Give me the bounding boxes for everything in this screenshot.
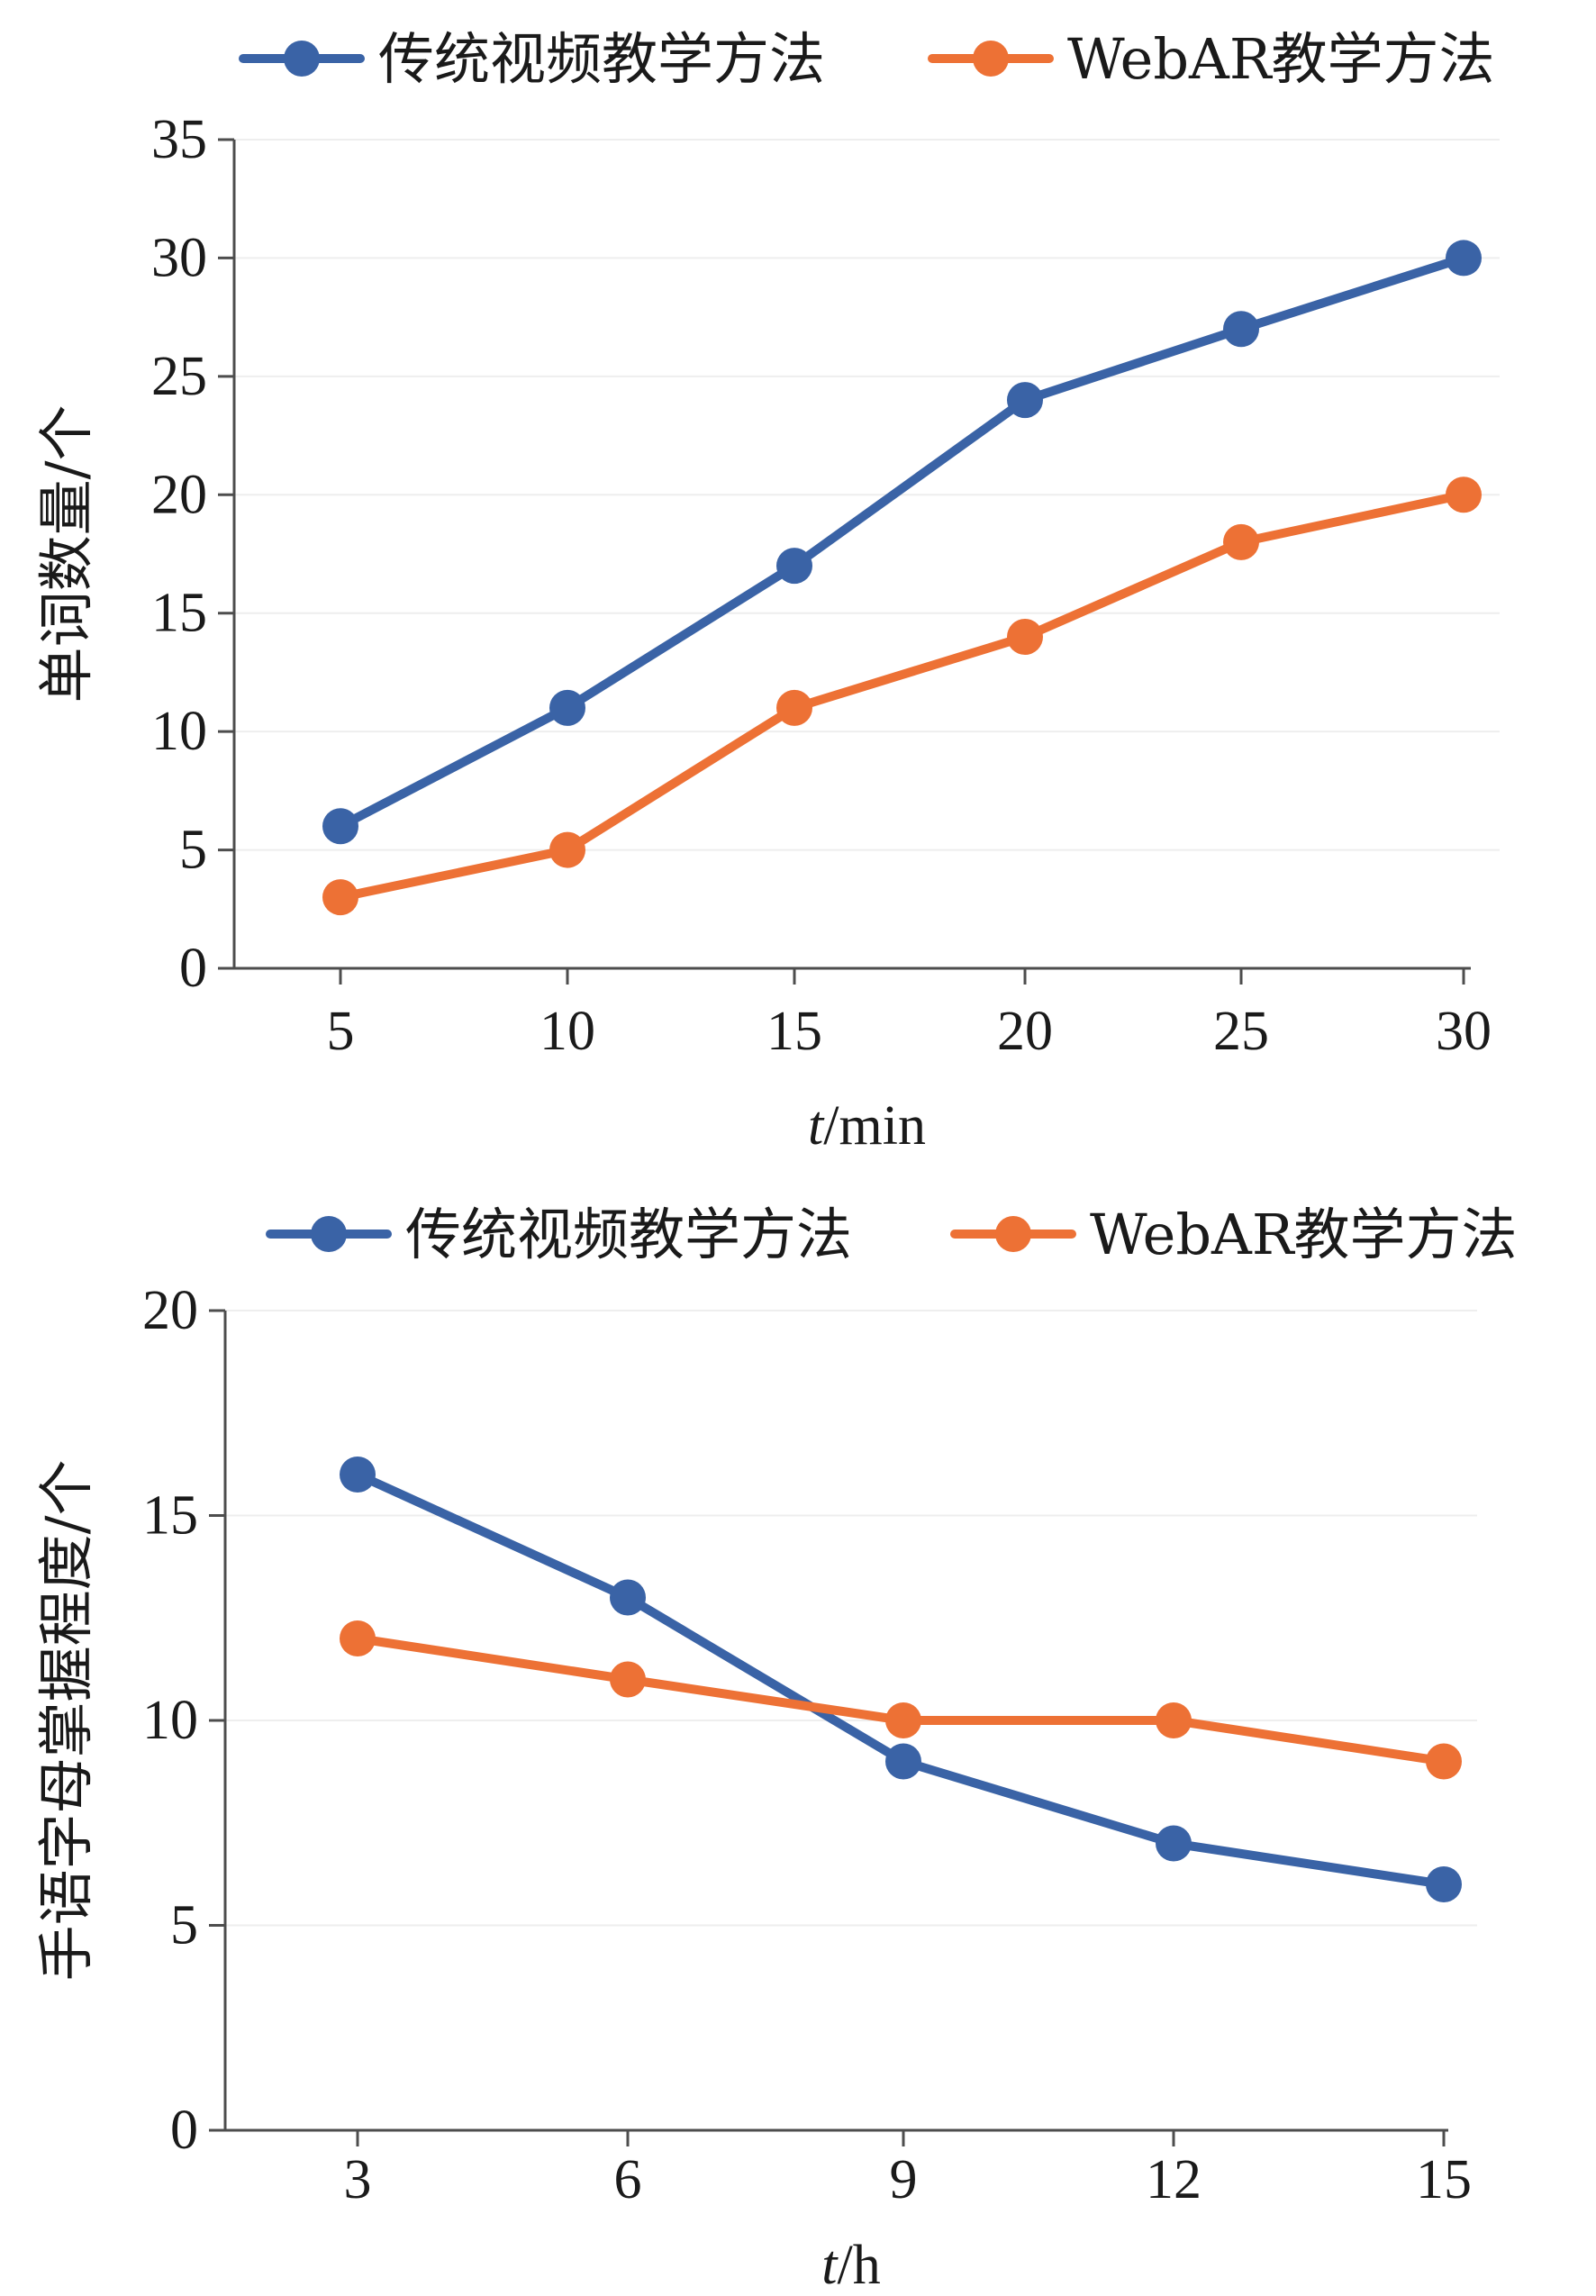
y-tick-label: 0 [179, 938, 207, 999]
x-axis-title: t/min [808, 1095, 926, 1157]
data-point [1446, 476, 1482, 513]
x-axis-title: t/h [821, 2235, 880, 2296]
data-point [1007, 619, 1043, 655]
y-tick-label: 35 [151, 109, 207, 170]
data-point [885, 1702, 921, 1738]
y-tick-label: 30 [151, 227, 207, 288]
y-tick-label: 20 [151, 464, 207, 525]
y-tick-label: 20 [142, 1280, 198, 1341]
y-tick-label: 10 [151, 701, 207, 762]
chart-words-per-minute: 0 5 10 15 20 25 30 35 5 10 15 20 25 30 t/min 单词数量/个 传统视频… [33, 26, 1500, 1157]
x-tick-label: 5 [327, 1001, 355, 1062]
data-point [1426, 1743, 1462, 1780]
data-point [549, 831, 585, 868]
legend-swatch-marker [973, 41, 1009, 77]
y-tick-label: 15 [142, 1485, 198, 1547]
data-point [322, 808, 358, 845]
data-point [610, 1661, 646, 1698]
x-tick-label: 12 [1146, 2149, 1202, 2210]
data-point [1426, 1866, 1462, 1902]
data-point [1156, 1825, 1192, 1862]
y-tick-label: 10 [142, 1690, 198, 1751]
data-point [610, 1579, 646, 1616]
data-point [1007, 382, 1043, 419]
data-point [322, 879, 358, 916]
series-line-1 [353, 1634, 1448, 1766]
y-tick-label: 25 [151, 346, 207, 407]
series-line-0 [336, 253, 1468, 831]
x-tick-label: 30 [1436, 1001, 1492, 1062]
x-tick-label: 3 [344, 2149, 372, 2210]
x-tick-label: 25 [1213, 1001, 1269, 1062]
legend-label: 传统视频教学方法 [378, 26, 825, 92]
y-tick-label: 15 [151, 583, 207, 644]
data-point [549, 689, 585, 726]
legend-swatch-marker [284, 41, 320, 77]
x-tick-label: 15 [1416, 2149, 1472, 2210]
data-point [340, 1457, 376, 1493]
x-tick-label: 6 [614, 2149, 642, 2210]
legend-label: WebAR教学方法 [1067, 26, 1495, 92]
x-tick-label: 9 [890, 2149, 918, 2210]
x-tick-label: 15 [766, 1001, 822, 1062]
y-tick-label: 5 [179, 820, 207, 881]
data-point [340, 1620, 376, 1656]
y-axis-title: 单词数量/个 [33, 405, 99, 703]
legend-swatch-marker [995, 1216, 1031, 1252]
legend-label: WebAR教学方法 [1090, 1202, 1518, 1267]
legend-swatch-marker [311, 1216, 347, 1252]
data-point [1446, 240, 1482, 277]
data-point [885, 1743, 921, 1780]
y-axis-title: 手语字母掌握程度/个 [33, 1460, 99, 1982]
data-point [1223, 523, 1259, 560]
legend-label: 传统视频教学方法 [405, 1202, 852, 1267]
x-tick-label: 20 [997, 1001, 1053, 1062]
data-point [776, 548, 812, 585]
data-point [776, 689, 812, 726]
data-point [1156, 1702, 1192, 1738]
chart-letters-per-hour: 0 5 10 15 20 3 6 9 12 15 t/h 手语字母掌握程度/个 传统视频教学方法 WebA… [33, 1202, 1518, 2296]
data-point [1223, 311, 1259, 348]
y-tick-label: 0 [170, 2100, 198, 2161]
series-line-1 [336, 490, 1468, 903]
y-tick-label: 5 [170, 1895, 198, 1956]
series-line-0 [353, 1470, 1448, 1889]
x-tick-label: 10 [540, 1001, 595, 1062]
